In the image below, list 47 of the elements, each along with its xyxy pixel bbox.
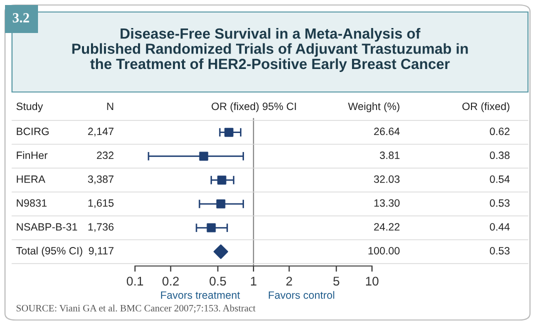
y-tick-label: BCIRG [16,128,49,136]
text: 3,387 [88,175,114,184]
text: 0.54 [490,175,510,183]
text: 24.22 [374,223,400,231]
x-tick-label: 0.2 [162,276,179,286]
x-tick-label: 0.1 [126,276,144,286]
text: 2,147 [88,128,114,136]
text: Study [16,102,43,112]
text: 13.30 [374,199,400,207]
point [224,128,234,137]
text: 0.53 [490,247,510,255]
annotation: 100.00 [368,247,400,255]
y-tick-label: Total (95% CI) [16,246,82,257]
text: OR (fixed) 95% CI [212,102,296,112]
text: 0.53 [490,199,510,207]
text: 1,615 [88,199,114,208]
text: 0.62 [490,128,510,136]
x-tick-label: 2 [286,276,292,286]
y-tick-label: NSABP-B-31 [16,223,78,231]
point [199,152,208,161]
point [214,244,228,259]
source-note: SOURCE: Viani GA et al. BMC Cancer 2007;7:153. Abstract [16,304,256,313]
text: 0.38 [490,152,510,160]
text: 3.2 [12,13,30,23]
text: 32.03 [374,175,400,183]
text: 26.64 [374,128,400,136]
text: Weight (%) [348,102,400,112]
y-tick-label: HERA [16,176,46,183]
x-tick-label: 1 [250,276,256,286]
text: Favors treatment [161,291,240,299]
chart-title: Disease-Free Survival in a Meta-Analysis of Published Randomized Trials of Adjuvant Trastuzumab in the Treatment of HER2-Positive Early Breast Cancer [72,28,468,72]
x-tick-label: 5 [333,276,340,286]
text: 1,736 [88,223,114,232]
text: N [107,102,114,110]
x-tick-label: 0.5 [210,276,226,286]
text: 3.81 [380,152,400,160]
text: 0.44 [490,223,510,231]
text: Favors control [268,291,334,299]
point [216,199,226,208]
text: 9,117 [88,247,114,256]
y-tick-label: FinHer [16,151,48,160]
point [206,223,216,232]
text: 232 [96,152,114,160]
text: OR (fixed) [462,102,510,112]
x-tick-label: 10 [366,276,378,286]
y-tick-label: N9831 [16,199,47,207]
point [217,176,226,185]
